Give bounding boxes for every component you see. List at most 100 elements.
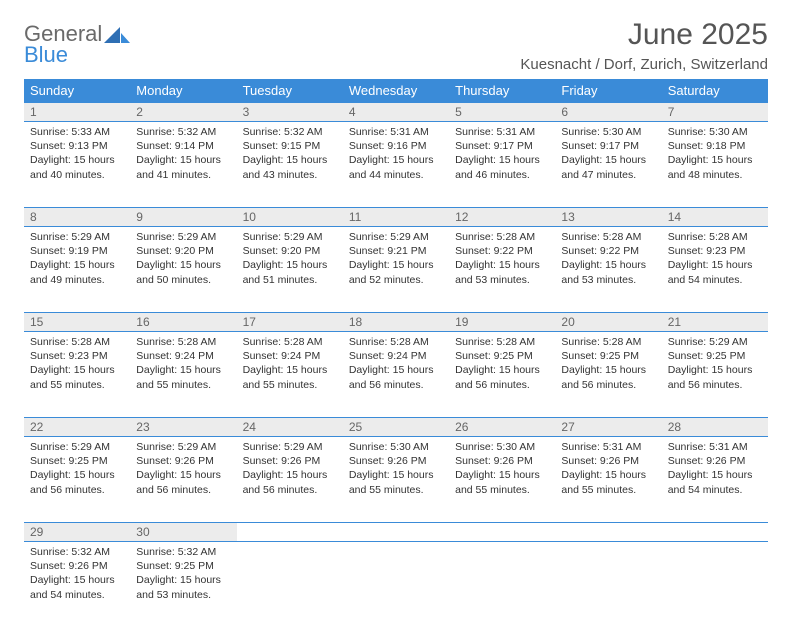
sunset-line: Sunset: 9:26 PM bbox=[349, 455, 427, 467]
daylight-line: Daylight: 15 hoursand 49 minutes. bbox=[30, 259, 115, 285]
day-cell: Sunrise: 5:32 AMSunset: 9:14 PMDaylight:… bbox=[130, 122, 236, 208]
sunset-line: Sunset: 9:16 PM bbox=[349, 140, 427, 152]
sunrise-line: Sunrise: 5:28 AM bbox=[455, 336, 535, 348]
sunrise-line: Sunrise: 5:28 AM bbox=[349, 336, 429, 348]
sunset-line: Sunset: 9:20 PM bbox=[136, 245, 214, 257]
day-cell: Sunrise: 5:30 AMSunset: 9:18 PMDaylight:… bbox=[662, 122, 768, 208]
day-cell-body: Sunrise: 5:29 AMSunset: 9:21 PMDaylight:… bbox=[349, 227, 443, 287]
day-cell: Sunrise: 5:31 AMSunset: 9:26 PMDaylight:… bbox=[555, 437, 661, 523]
day-number-cell: 28 bbox=[662, 418, 768, 437]
day-number-cell: 6 bbox=[555, 103, 661, 122]
day-cell: Sunrise: 5:28 AMSunset: 9:23 PMDaylight:… bbox=[24, 332, 130, 418]
day-cell-body: Sunrise: 5:29 AM Sunset: 9:20 PM Daylight:… bbox=[136, 227, 230, 287]
day-cell: Sunrise: 5:30 AMSunset: 9:17 PMDaylight:… bbox=[555, 122, 661, 208]
day-cell: Sunrise: 5:28 AMSunset: 9:23 PMDaylight:… bbox=[662, 227, 768, 313]
day-number-cell: 3 bbox=[237, 103, 343, 122]
day-number-cell: 7 bbox=[662, 103, 768, 122]
sunset-line: Sunset: 9:25 PM bbox=[455, 350, 533, 362]
sunrise-line: Sunrise: 5:29 AM bbox=[243, 441, 323, 453]
sunset-line: Sunset: 9:25 PM bbox=[30, 455, 108, 467]
daylight-line: Daylight: 15 hoursand 55 minutes. bbox=[30, 364, 115, 390]
day-cell bbox=[555, 542, 661, 628]
weekday-header: Saturday bbox=[662, 79, 768, 103]
sunrise-line: Sunrise: 5:28 AM bbox=[561, 231, 641, 243]
sunrise-line: Sunrise: 5:28 AM bbox=[668, 231, 748, 243]
day-cell: Sunrise: 5:29 AMSunset: 9:25 PMDaylight:… bbox=[662, 332, 768, 418]
day-cell: Sunrise: 5:28 AMSunset: 9:24 PMDaylight:… bbox=[130, 332, 236, 418]
sunrise-line: Sunrise: 5:30 AM bbox=[349, 441, 429, 453]
title-block: June 2025 Kuesnacht / Dorf, Zurich, Swit… bbox=[520, 18, 768, 73]
sunset-line: Sunset: 9:22 PM bbox=[455, 245, 533, 257]
sunrise-line: Sunrise: 5:30 AM bbox=[668, 126, 748, 138]
day-cell-body: Sunrise: 5:29 AMSunset: 9:25 PMDaylight:… bbox=[30, 437, 124, 497]
day-cell-body: Sunrise: 5:28 AMSunset: 9:23 PMDaylight:… bbox=[30, 332, 124, 392]
day-cell: Sunrise: 5:29 AM Sunset: 9:20 PM Daylight:… bbox=[130, 227, 236, 313]
day-number-cell: 29 bbox=[24, 523, 130, 542]
day-cell-body: Sunrise: 5:33 AMSunset: 9:13 PMDaylight:… bbox=[30, 122, 124, 182]
day-number-cell: 27 bbox=[555, 418, 661, 437]
day-cell bbox=[449, 542, 555, 628]
sunrise-line: Sunrise: 5:30 AM bbox=[455, 441, 535, 453]
daylight-line: Daylight: 15 hoursand 55 minutes. bbox=[455, 469, 540, 495]
day-body-row: Sunrise: 5:28 AMSunset: 9:23 PMDaylight:… bbox=[24, 332, 768, 418]
logo-word-blue: Blue bbox=[24, 43, 102, 66]
day-cell-body: Sunrise: 5:30 AMSunset: 9:26 PMDaylight:… bbox=[455, 437, 549, 497]
sunrise-line: Sunrise: 5:29 AM bbox=[136, 231, 216, 243]
sunrise-line: Sunrise: 5:32 AM bbox=[243, 126, 323, 138]
sunrise-line: Sunrise: 5:32 AM bbox=[136, 546, 216, 558]
daylight-line: Daylight: 15 hoursand 47 minutes. bbox=[561, 154, 646, 180]
sunset-line: Sunset: 9:26 PM bbox=[136, 455, 214, 467]
sunrise-line: Sunrise: 5:30 AM bbox=[561, 126, 641, 138]
day-cell-body: Sunrise: 5:29 AMSunset: 9:26 PMDaylight:… bbox=[136, 437, 230, 497]
day-cell-body: Sunrise: 5:29 AMSunset: 9:19 PMDaylight:… bbox=[30, 227, 124, 287]
day-cell-body: Sunrise: 5:28 AMSunset: 9:25 PMDaylight:… bbox=[561, 332, 655, 392]
day-number-cell: 26 bbox=[449, 418, 555, 437]
sunset-line: Sunset: 9:22 PM bbox=[561, 245, 639, 257]
sunrise-line: Sunrise: 5:33 AM bbox=[30, 126, 110, 138]
day-cell: Sunrise: 5:28 AMSunset: 9:22 PMDaylight:… bbox=[449, 227, 555, 313]
day-number-cell: 22 bbox=[24, 418, 130, 437]
day-number-cell: 8 bbox=[24, 208, 130, 227]
day-number-cell: 25 bbox=[343, 418, 449, 437]
sunrise-line: Sunrise: 5:31 AM bbox=[349, 126, 429, 138]
day-cell-body: Sunrise: 5:30 AMSunset: 9:18 PMDaylight:… bbox=[668, 122, 762, 182]
day-body-row: Sunrise: 5:32 AMSunset: 9:26 PMDaylight:… bbox=[24, 542, 768, 628]
header: General Blue June 2025 Kuesnacht / Dorf,… bbox=[24, 18, 768, 73]
daylight-line: Daylight: 15 hoursand 56 minutes. bbox=[455, 364, 540, 390]
daylight-line: Daylight: 15 hoursand 56 minutes. bbox=[668, 364, 753, 390]
daylight-line: Daylight: 15 hoursand 54 minutes. bbox=[668, 469, 753, 495]
page-title: June 2025 bbox=[520, 18, 768, 52]
sunset-line: Sunset: 9:17 PM bbox=[455, 140, 533, 152]
day-cell: Sunrise: 5:31 AMSunset: 9:16 PMDaylight:… bbox=[343, 122, 449, 208]
daylight-line: Daylight: 15 hoursand 53 minutes. bbox=[136, 574, 221, 600]
daylight-line: Daylight: 15 hoursand 50 minutes. bbox=[136, 259, 221, 285]
calendar-body: 1234567Sunrise: 5:33 AMSunset: 9:13 PMDa… bbox=[24, 103, 768, 628]
sunset-line: Sunset: 9:26 PM bbox=[243, 455, 321, 467]
day-number-cell: 9 bbox=[130, 208, 236, 227]
sunrise-line: Sunrise: 5:28 AM bbox=[136, 336, 216, 348]
calendar-header: SundayMondayTuesdayWednesdayThursdayFrid… bbox=[24, 79, 768, 103]
daylight-line: Daylight: 15 hoursand 46 minutes. bbox=[455, 154, 540, 180]
logo: General Blue bbox=[24, 18, 130, 66]
day-number-cell: 30 bbox=[130, 523, 236, 542]
day-cell: Sunrise: 5:30 AM Sunset: 9:26 PM Daylight:… bbox=[343, 437, 449, 523]
day-number-cell: 18 bbox=[343, 313, 449, 332]
day-cell: Sunrise: 5:32 AMSunset: 9:26 PMDaylight:… bbox=[24, 542, 130, 628]
weekday-header: Sunday bbox=[24, 79, 130, 103]
daylight-line: Daylight: 15 hoursand 55 minutes. bbox=[349, 469, 434, 495]
sunset-line: Sunset: 9:25 PM bbox=[136, 560, 214, 572]
day-number-cell: 24 bbox=[237, 418, 343, 437]
sunrise-line: Sunrise: 5:28 AM bbox=[30, 336, 110, 348]
day-cell: Sunrise: 5:28 AMSunset: 9:22 PMDaylight:… bbox=[555, 227, 661, 313]
sunrise-line: Sunrise: 5:31 AM bbox=[668, 441, 748, 453]
day-cell: Sunrise: 5:29 AMSunset: 9:26 PMDaylight:… bbox=[130, 437, 236, 523]
day-cell-body: Sunrise: 5:28 AM Sunset: 9:25 PM Daylight:… bbox=[455, 332, 549, 392]
day-cell-body: Sunrise: 5:28 AMSunset: 9:23 PMDaylight:… bbox=[668, 227, 762, 287]
sunrise-line: Sunrise: 5:29 AM bbox=[349, 231, 429, 243]
day-cell: Sunrise: 5:28 AMSunset: 9:25 PMDaylight:… bbox=[555, 332, 661, 418]
day-cell: Sunrise: 5:29 AMSunset: 9:20 PMDaylight:… bbox=[237, 227, 343, 313]
day-cell-body: Sunrise: 5:32 AM Sunset: 9:25 PM Daylight:… bbox=[136, 542, 230, 602]
weekday-header: Thursday bbox=[449, 79, 555, 103]
daylight-line: Daylight: 15 hoursand 55 minutes. bbox=[561, 469, 646, 495]
day-number-cell: 23 bbox=[130, 418, 236, 437]
